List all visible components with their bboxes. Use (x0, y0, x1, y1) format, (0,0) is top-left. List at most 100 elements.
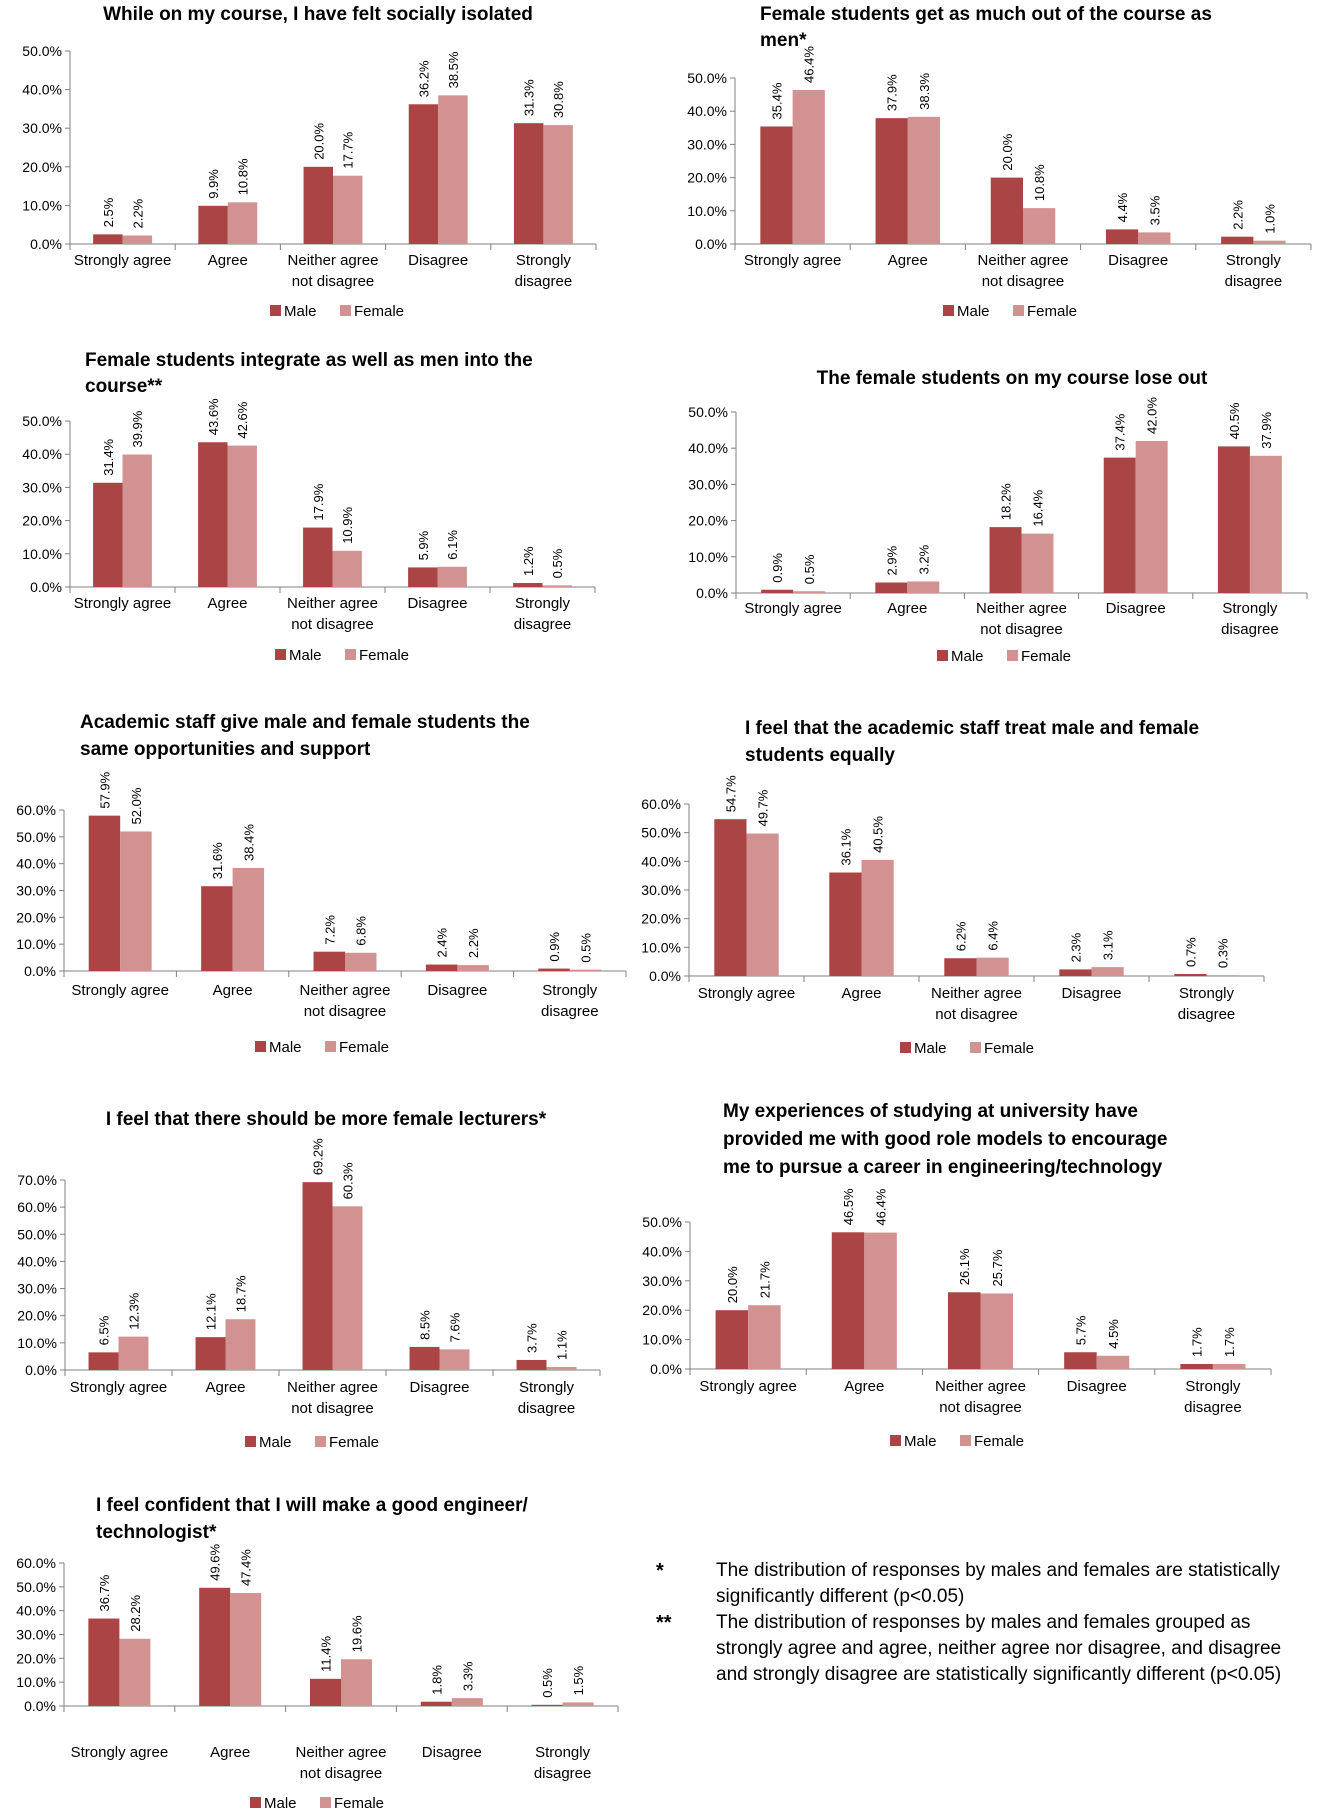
bar-female (1206, 975, 1239, 976)
x-tick-label-line: Neither agree (296, 1744, 387, 1761)
x-tick-label-line: Disagree (409, 1379, 469, 1396)
bar-female (980, 1293, 1014, 1369)
bar-male (1221, 236, 1254, 244)
x-tick-label: Disagree (408, 252, 468, 269)
data-label: 52.0% (129, 787, 144, 824)
x-tick-label-line: Agree (888, 252, 928, 269)
bar-female (1212, 1364, 1246, 1369)
data-label: 35.4% (769, 82, 784, 119)
bar-female (119, 1638, 151, 1706)
legend-swatch-female (345, 649, 356, 660)
legend-swatch-male (250, 1797, 261, 1808)
bar-male (408, 104, 439, 244)
x-tick-label-line: Neither agree (976, 600, 1067, 617)
bar-male (531, 1704, 563, 1706)
bar-female (122, 454, 152, 587)
y-tick-label: 10.0% (687, 203, 727, 219)
bar-female (232, 867, 265, 971)
legend-label: Female (359, 647, 409, 664)
y-tick-label: 10.0% (22, 546, 62, 562)
data-label: 0.5% (550, 548, 565, 578)
data-label: 1.7% (1190, 1327, 1205, 1357)
chart-title-line: My experiences of studying at university… (723, 1101, 1138, 1122)
x-tick-label-line: disagree (541, 1003, 599, 1020)
bar-female (792, 89, 825, 245)
x-tick-label-line: not disagree (292, 273, 375, 290)
y-tick-label: 30.0% (22, 479, 62, 495)
bar-male (198, 205, 228, 244)
x-tick-label-line: not disagree (300, 1765, 383, 1782)
chart-title: Academic staff give male and female stud… (80, 712, 530, 760)
data-label: 18.7% (233, 1275, 248, 1312)
y-tick-label: 40.0% (687, 103, 727, 119)
data-label: 3.1% (1101, 930, 1116, 960)
footnote-double-asterisk: ** The distribution of responses by male… (656, 1610, 1316, 1688)
legend-label: Male (904, 1433, 937, 1450)
bar-male (425, 964, 458, 971)
data-label: 3.5% (1147, 195, 1162, 225)
x-tick-label: Disagree (1106, 600, 1166, 617)
x-tick-label-line: disagree (514, 616, 572, 633)
x-tick-label-line: Strongly (515, 595, 571, 612)
bar-male (875, 582, 908, 593)
x-tick-label-line: not disagree (304, 1003, 387, 1020)
y-tick-label: 20.0% (17, 1308, 57, 1324)
data-label: 36.7% (97, 1574, 112, 1611)
chart-panel: Female students integrate as well as men… (22, 350, 596, 664)
x-tick-label-line: not disagree (982, 273, 1065, 290)
data-label: 0.3% (1216, 938, 1231, 968)
bar-female (569, 969, 602, 971)
data-label: 47.4% (239, 1549, 254, 1586)
chart-title-line: The female students on my course lose ou… (817, 368, 1208, 389)
bar-female (542, 585, 572, 587)
data-label: 57.9% (97, 771, 112, 808)
bar-female (227, 445, 257, 587)
data-label: 2.2% (130, 198, 145, 228)
bar-female (345, 952, 377, 971)
x-tick-label-line: Strongly agree (744, 252, 842, 269)
bar-male (1180, 1364, 1213, 1369)
data-label: 20.0% (311, 122, 326, 159)
x-tick-label-line: Agree (841, 985, 881, 1002)
bar-female (230, 1593, 262, 1706)
bar-male (88, 815, 121, 971)
y-tick-label: 0.0% (696, 585, 728, 601)
x-tick-label-line: Disagree (408, 252, 468, 269)
legend-label: Female (329, 1434, 379, 1451)
data-label: 20.0% (1000, 133, 1015, 170)
y-tick-label: 50.0% (22, 43, 62, 59)
data-label: 17.9% (311, 483, 326, 520)
data-label: 0.5% (802, 554, 817, 584)
y-tick-label: 50.0% (641, 825, 681, 841)
x-tick-label: Agree (888, 252, 928, 269)
data-label: 2.5% (101, 197, 116, 227)
data-label: 7.2% (322, 915, 337, 945)
x-tick-label: Strongly disagree (534, 1744, 592, 1782)
legend: Male Female (937, 648, 1071, 665)
legend: Male Female (275, 647, 409, 664)
y-tick-label: 10.0% (642, 1332, 682, 1348)
bar-female (1135, 440, 1168, 593)
data-label: 49.7% (756, 789, 771, 826)
data-label: 60.3% (340, 1162, 355, 1199)
bar-female (439, 1349, 470, 1370)
x-tick-label-line: Strongly agree (71, 982, 169, 999)
y-tick-label: 50.0% (16, 829, 56, 845)
data-label: 12.1% (204, 1293, 219, 1330)
bar-male (195, 1337, 226, 1370)
bar-male (760, 126, 793, 244)
x-tick-label-line: Agree (887, 600, 927, 617)
data-label: 1.1% (554, 1330, 569, 1360)
data-label: 37.4% (1113, 413, 1128, 450)
y-tick-label: 40.0% (688, 440, 728, 456)
y-tick-label: 0.0% (30, 579, 62, 595)
x-tick-label: Strongly agree (70, 1379, 168, 1396)
data-label: 4.4% (1115, 192, 1130, 222)
bar-male (1103, 457, 1136, 593)
x-tick-label: Disagree (407, 595, 467, 612)
bar-male (989, 527, 1022, 593)
legend-swatch-male (890, 1435, 901, 1446)
x-tick-label: Strongly agree (74, 595, 172, 612)
x-tick-label-line: Agree (213, 982, 253, 999)
